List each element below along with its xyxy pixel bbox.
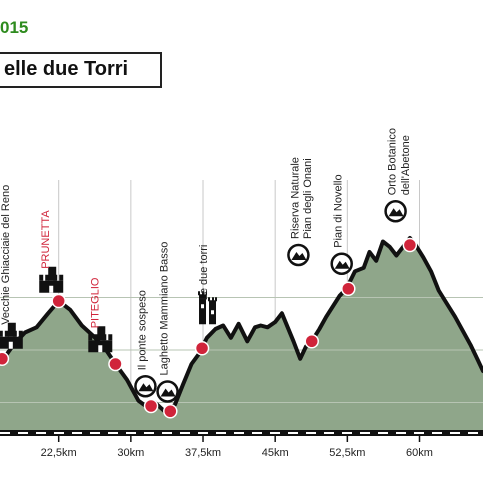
route-marker xyxy=(194,341,210,356)
x-tick-label: 22,5km xyxy=(41,447,77,459)
route-marker xyxy=(143,398,159,414)
page-title: elle due Torri xyxy=(4,58,129,80)
route-marker xyxy=(0,351,10,366)
tower-icon xyxy=(198,291,218,325)
poi-label: Pian degli Onani xyxy=(302,158,314,239)
poi-label: Vecchie Ghiacciaie del Reno xyxy=(0,185,12,325)
poi-label: Orto Botanico xyxy=(387,128,399,195)
place-label: PITEGLIO xyxy=(89,277,101,328)
x-tick-label: 37,5km xyxy=(185,447,221,459)
poi-label: Riserva Naturale xyxy=(289,157,301,239)
title-box xyxy=(0,52,162,88)
castle-icon xyxy=(39,266,64,293)
castle-icon xyxy=(0,322,23,349)
mountain-icon xyxy=(134,375,157,398)
elevation-area xyxy=(0,238,483,432)
castle-icon xyxy=(88,326,113,353)
poi-label: Laghetto Mammiano Basso xyxy=(159,242,171,376)
route-marker xyxy=(51,293,66,309)
mountain-icon xyxy=(330,252,353,275)
x-tick-label: 45km xyxy=(262,447,289,459)
poi-label: Pian di Novello xyxy=(333,174,345,247)
poi-label: Il ponte sospeso xyxy=(136,290,148,370)
mountain-icon xyxy=(384,200,407,223)
x-tick-label: 30km xyxy=(117,447,144,459)
poi-label: dell'Abetone xyxy=(400,135,412,195)
header-year: 015 xyxy=(0,18,29,37)
place-label: PRUNETTA xyxy=(40,210,52,269)
route-marker xyxy=(341,281,356,296)
mountain-icon xyxy=(287,243,310,267)
x-tick-label: 52,5km xyxy=(329,447,365,459)
route-marker xyxy=(402,237,418,253)
poi-label: Le due torri xyxy=(198,245,210,301)
route-marker xyxy=(108,356,123,372)
route-marker xyxy=(163,404,178,419)
route-marker xyxy=(304,334,319,349)
mountain-icon xyxy=(156,380,179,403)
x-tick-label: 60km xyxy=(406,447,433,459)
